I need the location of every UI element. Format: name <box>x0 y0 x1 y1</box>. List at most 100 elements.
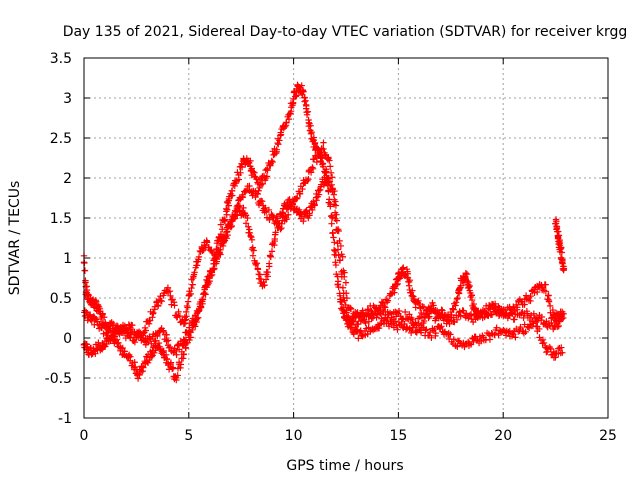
x-tick-label: 15 <box>389 428 407 444</box>
data-point <box>450 306 457 313</box>
data-point <box>394 326 401 333</box>
data-point <box>409 287 416 294</box>
data-point <box>250 247 257 254</box>
data-point <box>190 321 198 328</box>
y-axis-label: SDTVAR / TECUs <box>7 181 23 296</box>
data-point <box>311 140 319 148</box>
data-point <box>320 145 327 153</box>
data-point <box>285 211 292 218</box>
data-point <box>247 157 254 165</box>
data-point <box>420 317 428 325</box>
data-point <box>508 310 516 317</box>
data-point <box>146 334 153 342</box>
data-point <box>185 324 193 331</box>
data-point <box>305 176 312 183</box>
data-point <box>522 328 529 336</box>
data-point <box>327 203 334 210</box>
data-point <box>485 305 493 312</box>
data-point <box>81 267 88 274</box>
data-point <box>175 308 182 316</box>
data-point <box>115 339 122 346</box>
data-point <box>255 201 263 209</box>
y-tick-label: 1.5 <box>50 211 72 227</box>
data-point <box>491 304 498 312</box>
y-tick-label: 2 <box>63 171 72 187</box>
data-point <box>356 328 363 336</box>
y-tick-label: -0.5 <box>45 371 72 387</box>
data-point <box>293 195 300 203</box>
data-point <box>333 211 340 218</box>
data-point <box>292 93 299 100</box>
data-point <box>171 302 178 309</box>
data-point <box>222 228 230 236</box>
data-point <box>459 279 467 287</box>
data-point <box>116 330 123 338</box>
data-point <box>339 284 347 291</box>
data-point <box>213 256 220 263</box>
data-point <box>206 277 213 285</box>
data-point <box>224 231 231 239</box>
data-point <box>195 308 203 315</box>
data-point <box>313 158 321 166</box>
data-point <box>378 315 385 322</box>
data-point <box>331 187 338 195</box>
data-point <box>239 194 247 201</box>
data-point <box>182 336 190 343</box>
data-point <box>305 116 312 124</box>
data-point <box>544 348 551 355</box>
data-point <box>265 206 273 214</box>
data-point <box>546 302 554 310</box>
data-point <box>539 336 547 344</box>
data-point <box>219 226 226 233</box>
data-point <box>184 304 191 311</box>
data-point <box>154 302 162 310</box>
data-point <box>313 197 320 204</box>
data-point <box>332 202 340 209</box>
data-point <box>94 318 101 325</box>
data-point <box>151 338 158 345</box>
series-trace-late <box>552 216 568 274</box>
data-point <box>326 157 333 164</box>
x-axis-label: GPS time / hours <box>286 458 403 474</box>
data-point <box>555 322 562 330</box>
data-point <box>256 271 264 278</box>
data-point <box>152 337 159 344</box>
data-point <box>173 351 180 358</box>
data-point <box>304 108 312 115</box>
data-point <box>150 309 157 317</box>
data-point <box>552 354 559 361</box>
data-point <box>266 260 273 267</box>
data-point <box>331 239 338 246</box>
data-point <box>335 283 342 291</box>
data-point <box>330 234 337 241</box>
data-point <box>163 355 171 363</box>
data-point <box>160 347 167 355</box>
data-point <box>119 344 126 352</box>
data-point <box>559 349 566 356</box>
data-point <box>317 183 325 190</box>
data-point <box>190 274 197 282</box>
data-point <box>560 310 567 317</box>
data-point <box>400 264 407 271</box>
data-point <box>210 266 217 273</box>
data-point <box>144 359 152 366</box>
data-point <box>240 204 247 212</box>
data-point <box>273 213 280 220</box>
data-point <box>417 329 425 336</box>
data-point <box>430 302 437 309</box>
data-point <box>454 294 461 302</box>
data-point <box>502 332 510 339</box>
data-point <box>545 298 553 305</box>
data-point <box>163 331 170 338</box>
data-point <box>446 320 453 328</box>
data-point <box>495 312 503 320</box>
data-point <box>264 167 271 174</box>
data-point <box>245 223 252 230</box>
data-point <box>547 345 555 353</box>
data-point <box>283 216 290 223</box>
data-point <box>415 297 422 305</box>
data-point <box>228 187 236 195</box>
data-point <box>272 229 279 236</box>
data-point <box>390 316 397 323</box>
